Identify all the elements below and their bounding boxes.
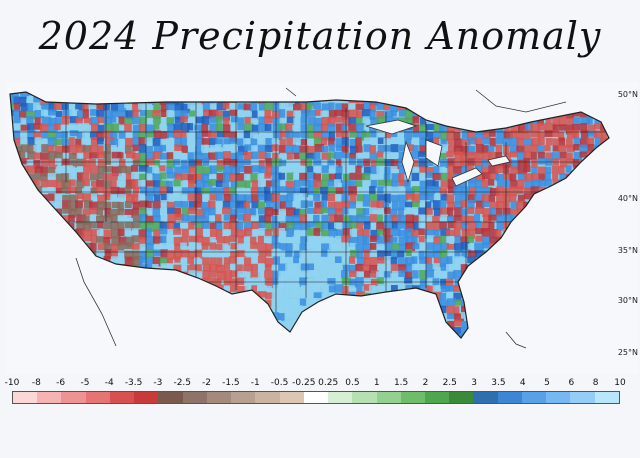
legend-tick-label: 0.5 — [345, 378, 360, 388]
legend-tick-label: 3.5 — [491, 378, 506, 388]
map-title: 2024 Precipitation Anomaly — [38, 14, 602, 58]
legend-swatch — [521, 392, 547, 403]
color-legend: -10 -8 -6 -5 -4 -3.5 -3 -2.5 -2 -1.5 -1 -0.5 -0.25 0.… — [5, 378, 626, 408]
legend-swatch — [255, 392, 280, 403]
legend-tick-label: -2 — [202, 378, 212, 388]
legend-colorbar — [12, 391, 620, 404]
legend-swatch — [376, 392, 401, 403]
legend-tick-label: -1.5 — [222, 378, 240, 388]
legend-swatch — [61, 392, 86, 403]
lat-label-50: 50°N — [617, 90, 638, 99]
legend-tick-label: 1.5 — [393, 378, 409, 388]
lat-label-40: 40°N — [617, 194, 638, 203]
legend-swatch — [182, 392, 207, 403]
state-borders — [10, 102, 606, 312]
legend-tick-label: -3.5 — [124, 378, 143, 388]
legend-ticks: -10 -8 -6 -5 -4 -3.5 -3 -2.5 -2 -1.5 -1 -0.5 -0.25 0.… — [5, 378, 626, 390]
legend-swatch — [134, 392, 159, 403]
legend-swatch — [424, 392, 450, 403]
legend-tick-label: -0.25 — [292, 378, 316, 388]
legend-swatch — [473, 392, 498, 403]
legend-swatch — [449, 392, 474, 403]
lat-label-25: 25°N — [617, 348, 638, 357]
legend-tick-label: -0.5 — [270, 378, 289, 388]
legend-swatch — [206, 392, 232, 403]
legend-tick-label: -6 — [56, 378, 66, 388]
legend-tick-label: 2.5 — [442, 378, 457, 388]
legend-tick-label: 0.25 — [318, 378, 339, 388]
lat-label-35: 35°N — [617, 246, 638, 255]
legend-tick-label: -8 — [31, 378, 41, 388]
legend-tick-label: -1 — [250, 378, 260, 388]
legend-tick-label: 3 — [471, 378, 477, 388]
legend-tick-label: 2 — [422, 378, 429, 388]
legend-tick-label: -10 — [4, 378, 20, 388]
legend-swatch — [352, 392, 377, 403]
legend-tick-label: 6 — [568, 378, 575, 388]
great-lakes — [365, 119, 511, 187]
legend-swatch — [231, 392, 256, 403]
legend-tick-label: -3 — [153, 378, 163, 388]
legend-tick-label: 1 — [373, 378, 380, 388]
legend-swatch — [400, 392, 425, 403]
lat-label-30: 30°N — [617, 296, 638, 305]
legend-tick-label: -4 — [104, 378, 114, 388]
legend-tick-label: 5 — [544, 378, 550, 388]
legend-swatch — [546, 392, 571, 403]
legend-swatch — [497, 392, 522, 403]
legend-swatch — [37, 392, 62, 403]
legend-tick-label: 10 — [614, 378, 626, 388]
legend-swatch — [303, 392, 329, 403]
legend-swatch — [328, 392, 353, 403]
legend-tick-label: -2.5 — [173, 378, 192, 388]
legend-swatch — [570, 392, 595, 403]
anomaly-layer — [10, 92, 609, 338]
legend-swatch — [109, 392, 135, 403]
legend-swatch — [13, 392, 38, 403]
precipitation-map: 50°N 40°N 35°N 30°N 25°N — [6, 82, 638, 374]
legend-tick-label: 4 — [519, 378, 526, 388]
legend-swatch — [85, 392, 110, 403]
legend-swatch — [594, 392, 619, 403]
legend-swatch — [158, 392, 183, 403]
legend-tick-label: 8 — [592, 378, 599, 388]
legend-tick-label: -5 — [80, 378, 90, 388]
legend-swatch — [279, 392, 304, 403]
map-canvas — [9, 87, 610, 349]
